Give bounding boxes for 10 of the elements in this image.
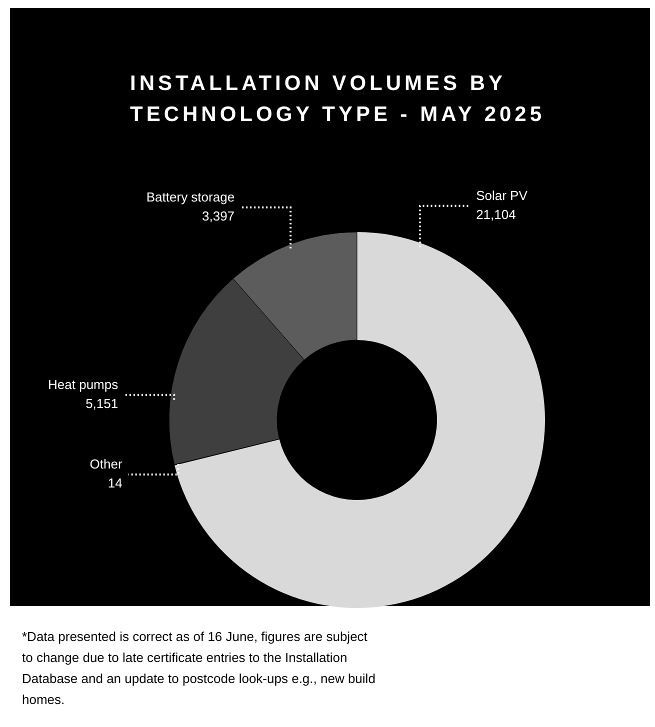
slice-label: Solar PV	[476, 188, 528, 203]
text: *Data presented is correct as of 16 June, figures are subject to change due to late certificate entries to the Installation Database and an update to postcode look-ups e.g., new build homes.	[22, 629, 376, 707]
data-label: 21,104	[476, 206, 516, 222]
data-label: 3,397	[202, 208, 235, 224]
chart-title: INSTALLATION VOLUMES BY TECHNOLOGY TYPE - MAY 2025	[130, 72, 546, 126]
slice-label: Other	[90, 456, 123, 472]
data-label: 14	[108, 475, 122, 490]
slice-label: Heat pumps	[48, 376, 119, 392]
data-label: 5,151	[86, 396, 118, 411]
slice-label: Battery storage	[146, 189, 235, 204]
